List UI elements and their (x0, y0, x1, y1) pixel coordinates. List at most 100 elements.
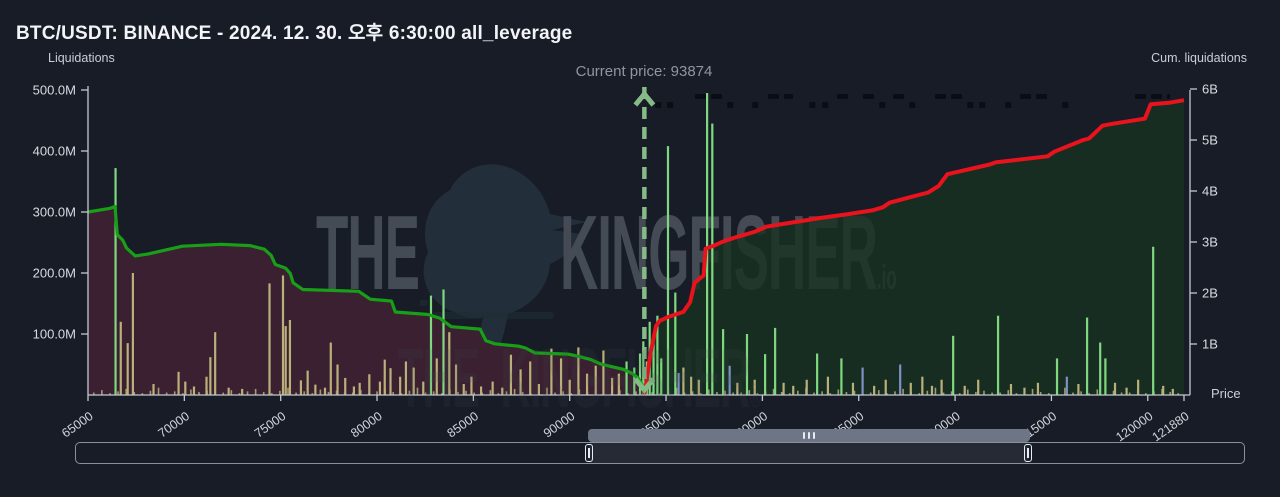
range-slider-right-handle[interactable] (1024, 444, 1032, 462)
noise-bar (902, 388, 904, 395)
liquidation-bar (336, 364, 339, 395)
liquidation-bar (306, 370, 309, 395)
liquidation-bar (952, 335, 955, 395)
noise-bar (465, 390, 467, 395)
liquidation-bar (352, 386, 356, 395)
liquidation-bar (131, 273, 134, 395)
x-tick-label: 85000 (445, 409, 482, 440)
noise-bar (505, 391, 508, 395)
noise-bar (489, 390, 492, 395)
dotted-mark (1135, 94, 1147, 99)
liquidation-bar (977, 379, 980, 395)
noise-bar (319, 389, 322, 395)
noise-bar (1072, 392, 1074, 395)
liquidation-bar (1099, 342, 1102, 395)
noise-bar (1128, 392, 1131, 395)
right-tick-label: 1B (1202, 337, 1218, 352)
liquidation-bar (930, 385, 934, 395)
liquidation-bar (119, 321, 122, 395)
liquidation-bar (126, 343, 129, 395)
noise-bar (821, 391, 823, 395)
liquidation-bar (805, 379, 808, 395)
noise-bar (926, 390, 929, 395)
dotted-mark (909, 102, 916, 108)
dotted-mark (694, 94, 706, 99)
dotted-mark (893, 94, 905, 99)
liquidation-bar (617, 373, 620, 395)
scrollbar-grip-icon[interactable] (803, 432, 815, 439)
noise-bar (376, 391, 378, 395)
liquidation-bar (652, 337, 655, 395)
liquidation-bar (454, 364, 458, 395)
liquidation-bar (205, 376, 208, 395)
noise-bar (708, 389, 710, 395)
noise-bar (173, 391, 176, 395)
noise-bar (627, 393, 629, 395)
liquidation-bar (177, 371, 180, 395)
noise-bar (999, 392, 1001, 395)
liquidation-bar (152, 384, 155, 395)
left-tick-label: 100.0M (33, 327, 76, 342)
liquidation-bar (816, 353, 819, 395)
right-tick-label: 5B (1202, 133, 1218, 148)
liquidation-bar (736, 382, 739, 395)
noise-bar (1047, 393, 1050, 395)
x-tick-label: 75000 (252, 409, 289, 440)
liquidation-bar (721, 329, 725, 395)
cum-liquidations-above-price-area (644, 100, 1184, 395)
noise-bar (521, 391, 524, 395)
liquidation-bar (368, 374, 371, 395)
liquidation-bar (1036, 382, 1040, 395)
noise-bar (813, 392, 815, 395)
cum-liquidations-below-price-area (88, 206, 645, 395)
liquidation-bar (378, 381, 382, 395)
noise-bar (732, 392, 734, 395)
noise-bar (772, 388, 775, 395)
liquidation-bar (448, 332, 451, 395)
right-tick-label: 6B (1202, 82, 1218, 97)
liquidation-bar (638, 353, 642, 395)
noise-bar (1064, 387, 1066, 395)
liquidation-bar (519, 369, 522, 395)
liquidation-bar (281, 275, 285, 395)
range-slider-selection[interactable] (589, 443, 1028, 463)
noise-bar (1120, 392, 1123, 395)
kingfisher-bird-watermark (420, 164, 586, 352)
range-slider-left-handle[interactable] (585, 444, 593, 462)
noise-bar (117, 391, 119, 395)
left-tick-label: 200.0M (33, 266, 76, 281)
right-tick-label: 3B (1202, 235, 1218, 250)
noise-bar (894, 391, 896, 395)
liquidation-bar (840, 358, 843, 395)
liquidation-bar (314, 384, 317, 395)
pane-scrollbar[interactable] (588, 429, 1030, 442)
liquidation-bar (559, 358, 563, 395)
dotted-mark (1062, 102, 1069, 108)
dotted-mark (710, 94, 722, 99)
liquidation-bar (491, 381, 494, 395)
dotted-mark (667, 102, 674, 108)
chart-title: BTC/USDT: BINANCE - 2024. 12. 30. 오후 6:3… (16, 23, 573, 44)
liquidation-bar (268, 283, 271, 395)
noise-bar (756, 393, 759, 395)
noise-bar (262, 391, 265, 395)
range-slider-track[interactable] (75, 442, 1245, 464)
liquidation-bar (728, 365, 731, 395)
noise-bar (651, 391, 653, 395)
liquidation-bar (594, 365, 597, 395)
noise-bar (780, 391, 783, 395)
liquidation-bar (1104, 358, 1107, 395)
right-axis-title: Cum. liquidations (1151, 51, 1247, 65)
noise-bar (1112, 390, 1115, 395)
noise-bar (351, 392, 354, 395)
noise-bar (416, 387, 419, 395)
liquidation-bar (697, 379, 700, 395)
noise-bar (408, 390, 411, 395)
noise-bar (246, 391, 249, 395)
noise-bar (699, 393, 702, 395)
liquidation-bar (666, 146, 670, 395)
dotted-mark (979, 102, 986, 108)
liquidation-bar (996, 315, 1000, 395)
